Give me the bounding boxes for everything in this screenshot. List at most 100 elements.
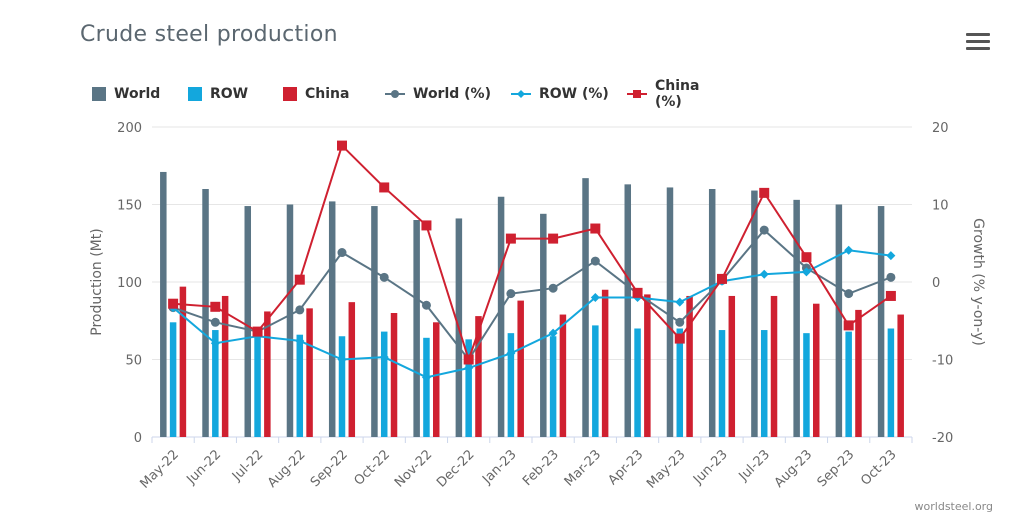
world-growth-point <box>675 317 685 327</box>
row-bar <box>465 339 472 437</box>
x-tick-label: Feb-23 <box>520 447 562 489</box>
world-growth-point <box>210 317 220 327</box>
china-growth-point <box>252 326 263 337</box>
china-growth-point <box>421 220 432 231</box>
y-tick-label: 50 <box>125 354 142 369</box>
china-growth-point <box>548 233 559 244</box>
china-bar <box>897 314 904 437</box>
row-growth-point <box>337 355 347 364</box>
row-bar <box>760 330 768 437</box>
row-bar <box>676 328 684 437</box>
world-bar <box>835 204 843 437</box>
world-bar <box>582 178 589 437</box>
world-bar <box>877 206 885 437</box>
world-growth-point <box>844 289 854 299</box>
legend-swatch-icon <box>92 87 106 101</box>
china-bar <box>348 302 356 437</box>
china-bar <box>306 308 313 437</box>
china-growth-point <box>463 354 474 365</box>
x-tick-label: Dec-22 <box>434 447 477 490</box>
world-bar <box>708 189 716 437</box>
china-growth-point <box>337 140 347 151</box>
china-bar <box>390 313 398 437</box>
world-growth-point <box>295 305 305 315</box>
row-growth-point <box>759 269 769 279</box>
china-growth-point <box>759 187 770 198</box>
row-growth-point <box>506 348 516 358</box>
row-growth-point <box>548 328 558 338</box>
world-growth-point <box>421 300 431 310</box>
china-growth-point <box>168 298 179 309</box>
china-bar <box>517 300 524 437</box>
row-growth-line <box>172 249 892 379</box>
legend-item-china[interactable]: China (%) <box>627 78 727 110</box>
china-growth-point <box>590 223 601 234</box>
world-bar <box>793 199 800 437</box>
row-growth-point <box>295 336 305 346</box>
china-growth-point <box>210 301 221 312</box>
credit-link[interactable]: worldsteel.org <box>914 500 993 513</box>
row-growth-point <box>801 267 811 277</box>
china-growth-point <box>843 320 854 331</box>
legend-item-china[interactable]: China <box>283 86 385 102</box>
legend-label: ROW <box>210 86 249 102</box>
y2-tick-label: 0 <box>932 276 940 291</box>
china-growth-point <box>717 273 727 284</box>
china-growth-point <box>674 333 685 344</box>
x-tick-label: May-23 <box>644 447 688 491</box>
world-bar <box>540 213 547 437</box>
row-bar <box>887 328 895 437</box>
world-bar <box>160 171 167 437</box>
legend-item-row[interactable]: ROW (%) <box>511 86 627 102</box>
world-growth-point <box>590 256 600 266</box>
world-bar <box>244 206 252 437</box>
y-tick-label: 100 <box>117 276 142 291</box>
row-growth-point <box>675 297 685 307</box>
x-tick-label: Jul-22 <box>229 447 266 484</box>
y2-axis-title: Growth (% y-on-y) <box>970 218 986 346</box>
row-bar <box>254 331 261 437</box>
x-tick-label: Aug-23 <box>772 447 816 491</box>
china-growth-point <box>294 274 305 285</box>
row-growth-point <box>844 245 854 255</box>
x-tick-label: Nov-22 <box>392 447 435 490</box>
world-growth-point <box>506 289 516 299</box>
y2-tick-label: 10 <box>932 199 949 214</box>
row-growth-point <box>210 338 220 348</box>
china-bar <box>644 294 651 437</box>
world-growth-point <box>548 283 558 293</box>
world-growth-point <box>379 272 389 282</box>
hamburger-menu-icon[interactable] <box>966 33 990 51</box>
china-growth-point <box>505 233 516 244</box>
legend-swatch-icon <box>188 87 202 101</box>
x-tick-label: Sep-22 <box>308 447 351 490</box>
row-bar <box>718 330 726 437</box>
legend-item-world[interactable]: World <box>92 86 188 102</box>
row-bar <box>634 328 641 437</box>
row-bar <box>380 331 388 437</box>
world-bar <box>328 201 336 437</box>
x-tick-label: Jun-23 <box>690 447 731 488</box>
legend-item-world[interactable]: World (%) <box>385 86 511 102</box>
world-growth-line <box>172 228 892 362</box>
row-bar <box>592 325 599 437</box>
china-bar <box>601 289 609 437</box>
legend-item-row[interactable]: ROW <box>188 86 283 102</box>
world-bar <box>751 190 758 437</box>
world-bar <box>413 220 420 437</box>
china-bar <box>264 311 271 437</box>
world-growth-point <box>759 225 769 235</box>
y2-tick-label: -10 <box>932 354 953 369</box>
y-tick-label: 150 <box>117 199 142 214</box>
row-growth-point <box>379 352 389 362</box>
legend-line-marker-icon <box>511 87 531 101</box>
world-bar <box>666 187 674 437</box>
x-tick-label: Oct-23 <box>858 447 900 489</box>
row-growth-point <box>886 251 896 261</box>
x-tick-label: Jul-23 <box>736 447 773 484</box>
china-bar <box>475 316 482 437</box>
legend-label: China <box>305 86 350 102</box>
x-tick-label: Jun-22 <box>183 447 224 488</box>
x-tick-label: Jan-23 <box>479 447 520 488</box>
